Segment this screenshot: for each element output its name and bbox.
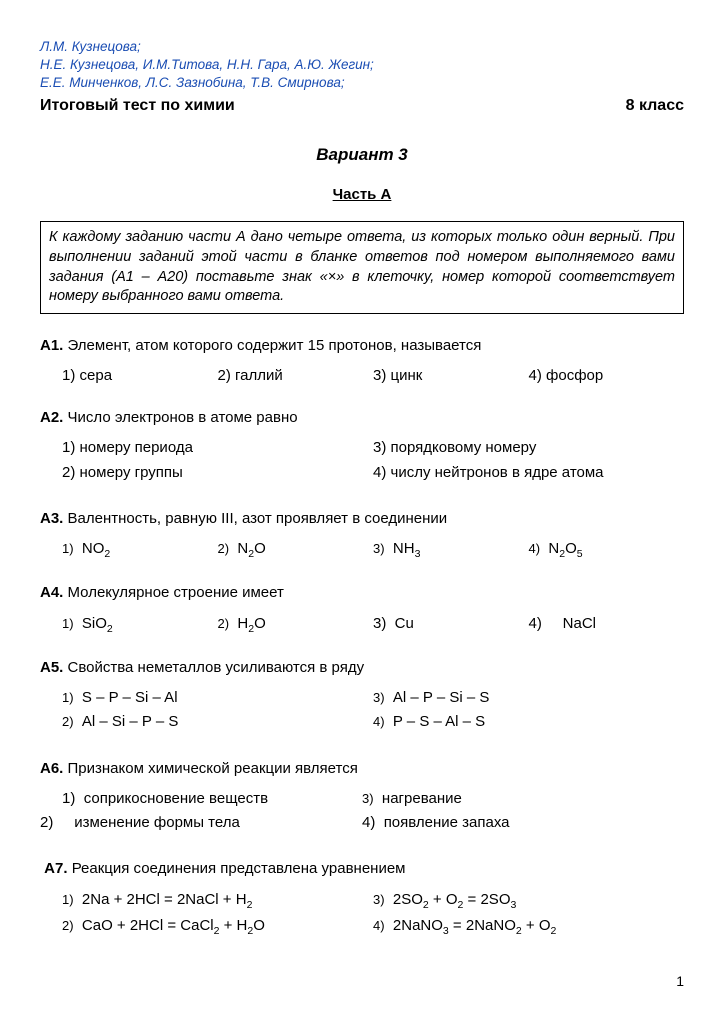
option: 4) фосфор — [529, 366, 685, 386]
q-text: Признаком химической реакции является — [68, 760, 358, 777]
option: 1) 2Na + 2HCl = 2NaCl + H2 — [62, 890, 373, 912]
part-heading: Часть А — [40, 185, 684, 205]
option: 3) NH3 — [373, 539, 529, 561]
q-num: А6. — [40, 760, 63, 777]
q-num: А1. — [40, 337, 63, 354]
q-text: Число электронов в атоме равно — [68, 409, 298, 426]
question-a6: А6. Признаком химической реакции являетс… — [40, 759, 684, 838]
option: 2) галлий — [218, 366, 374, 386]
question-a2: А2. Число электронов в атоме равно 1) но… — [40, 408, 684, 487]
option: 2) номеру группы — [62, 463, 373, 483]
variant-heading: Вариант 3 — [40, 144, 684, 167]
q-text: Элемент, атом которого содержит 15 прото… — [68, 337, 482, 354]
author-line: Л.М. Кузнецова; — [40, 38, 684, 56]
option: 4) N2O5 — [529, 539, 685, 561]
option: 1) NO2 — [62, 539, 218, 561]
question-a4: А4. Молекулярное строение имеет 1) SiO2 … — [40, 583, 684, 635]
option: 1) соприкосновение веществ — [40, 789, 362, 809]
question-a7: А7. Реакция соединения представлена урав… — [40, 859, 684, 942]
option: 2) CaO + 2HCl = CaCl2 + H2O — [62, 916, 373, 938]
title-row: Итоговый тест по химии 8 класс — [40, 95, 684, 117]
doc-title: Итоговый тест по химии — [40, 95, 235, 117]
option: 3) порядковому номеру — [373, 438, 684, 458]
option: 4) NaCl — [529, 614, 685, 636]
question-a1: А1. Элемент, атом которого содержит 15 п… — [40, 336, 684, 387]
option: 4) 2NaNO3 = 2NaNO2 + O2 — [373, 916, 684, 938]
grade-label: 8 класс — [626, 95, 684, 117]
q-num: А2. — [40, 409, 63, 426]
q-num: А5. — [40, 659, 63, 676]
option: 2) Al – Si – P – S — [62, 712, 373, 732]
q-text: Реакция соединения представлена уравнени… — [72, 860, 406, 877]
q-num: А3. — [40, 510, 63, 527]
q-num: А7. — [44, 860, 67, 877]
option: 1) номеру периода — [62, 438, 373, 458]
instructions-box: К каждому заданию части А дано четыре от… — [40, 221, 684, 313]
option: 3) Al – P – Si – S — [373, 688, 684, 708]
option: 1) S – P – Si – Al — [62, 688, 373, 708]
author-line: Н.Е. Кузнецова, И.М.Титова, Н.Н. Гара, А… — [40, 56, 684, 74]
option: 4) появление запаха — [362, 813, 684, 833]
question-a3: А3. Валентность, равную III, азот проявл… — [40, 509, 684, 561]
option: 2) изменение формы тела — [40, 813, 362, 833]
option: 2) H2O — [218, 614, 374, 636]
option: 4) числу нейтронов в ядре атома — [373, 463, 684, 483]
option: 2) N2O — [218, 539, 374, 561]
q-text: Молекулярное строение имеет — [68, 584, 284, 601]
page-number: 1 — [40, 972, 684, 991]
q-num: А4. — [40, 584, 63, 601]
option: 3) цинк — [373, 366, 529, 386]
option: 1) сера — [62, 366, 218, 386]
option: 3) 2SO2 + O2 = 2SO3 — [373, 890, 684, 912]
option: 1) SiO2 — [62, 614, 218, 636]
q-text: Свойства неметаллов усиливаются в ряду — [68, 659, 365, 676]
q-text: Валентность, равную III, азот проявляет … — [68, 510, 448, 527]
option: 4) P – S – Al – S — [373, 712, 684, 732]
authors-block: Л.М. Кузнецова; Н.Е. Кузнецова, И.М.Тито… — [40, 38, 684, 93]
author-line: Е.Е. Минченков, Л.С. Зазнобина, Т.В. Сми… — [40, 74, 684, 92]
question-a5: А5. Свойства неметаллов усиливаются в ря… — [40, 658, 684, 737]
option: 3) Cu — [373, 614, 529, 636]
option: 3) нагревание — [362, 789, 684, 809]
